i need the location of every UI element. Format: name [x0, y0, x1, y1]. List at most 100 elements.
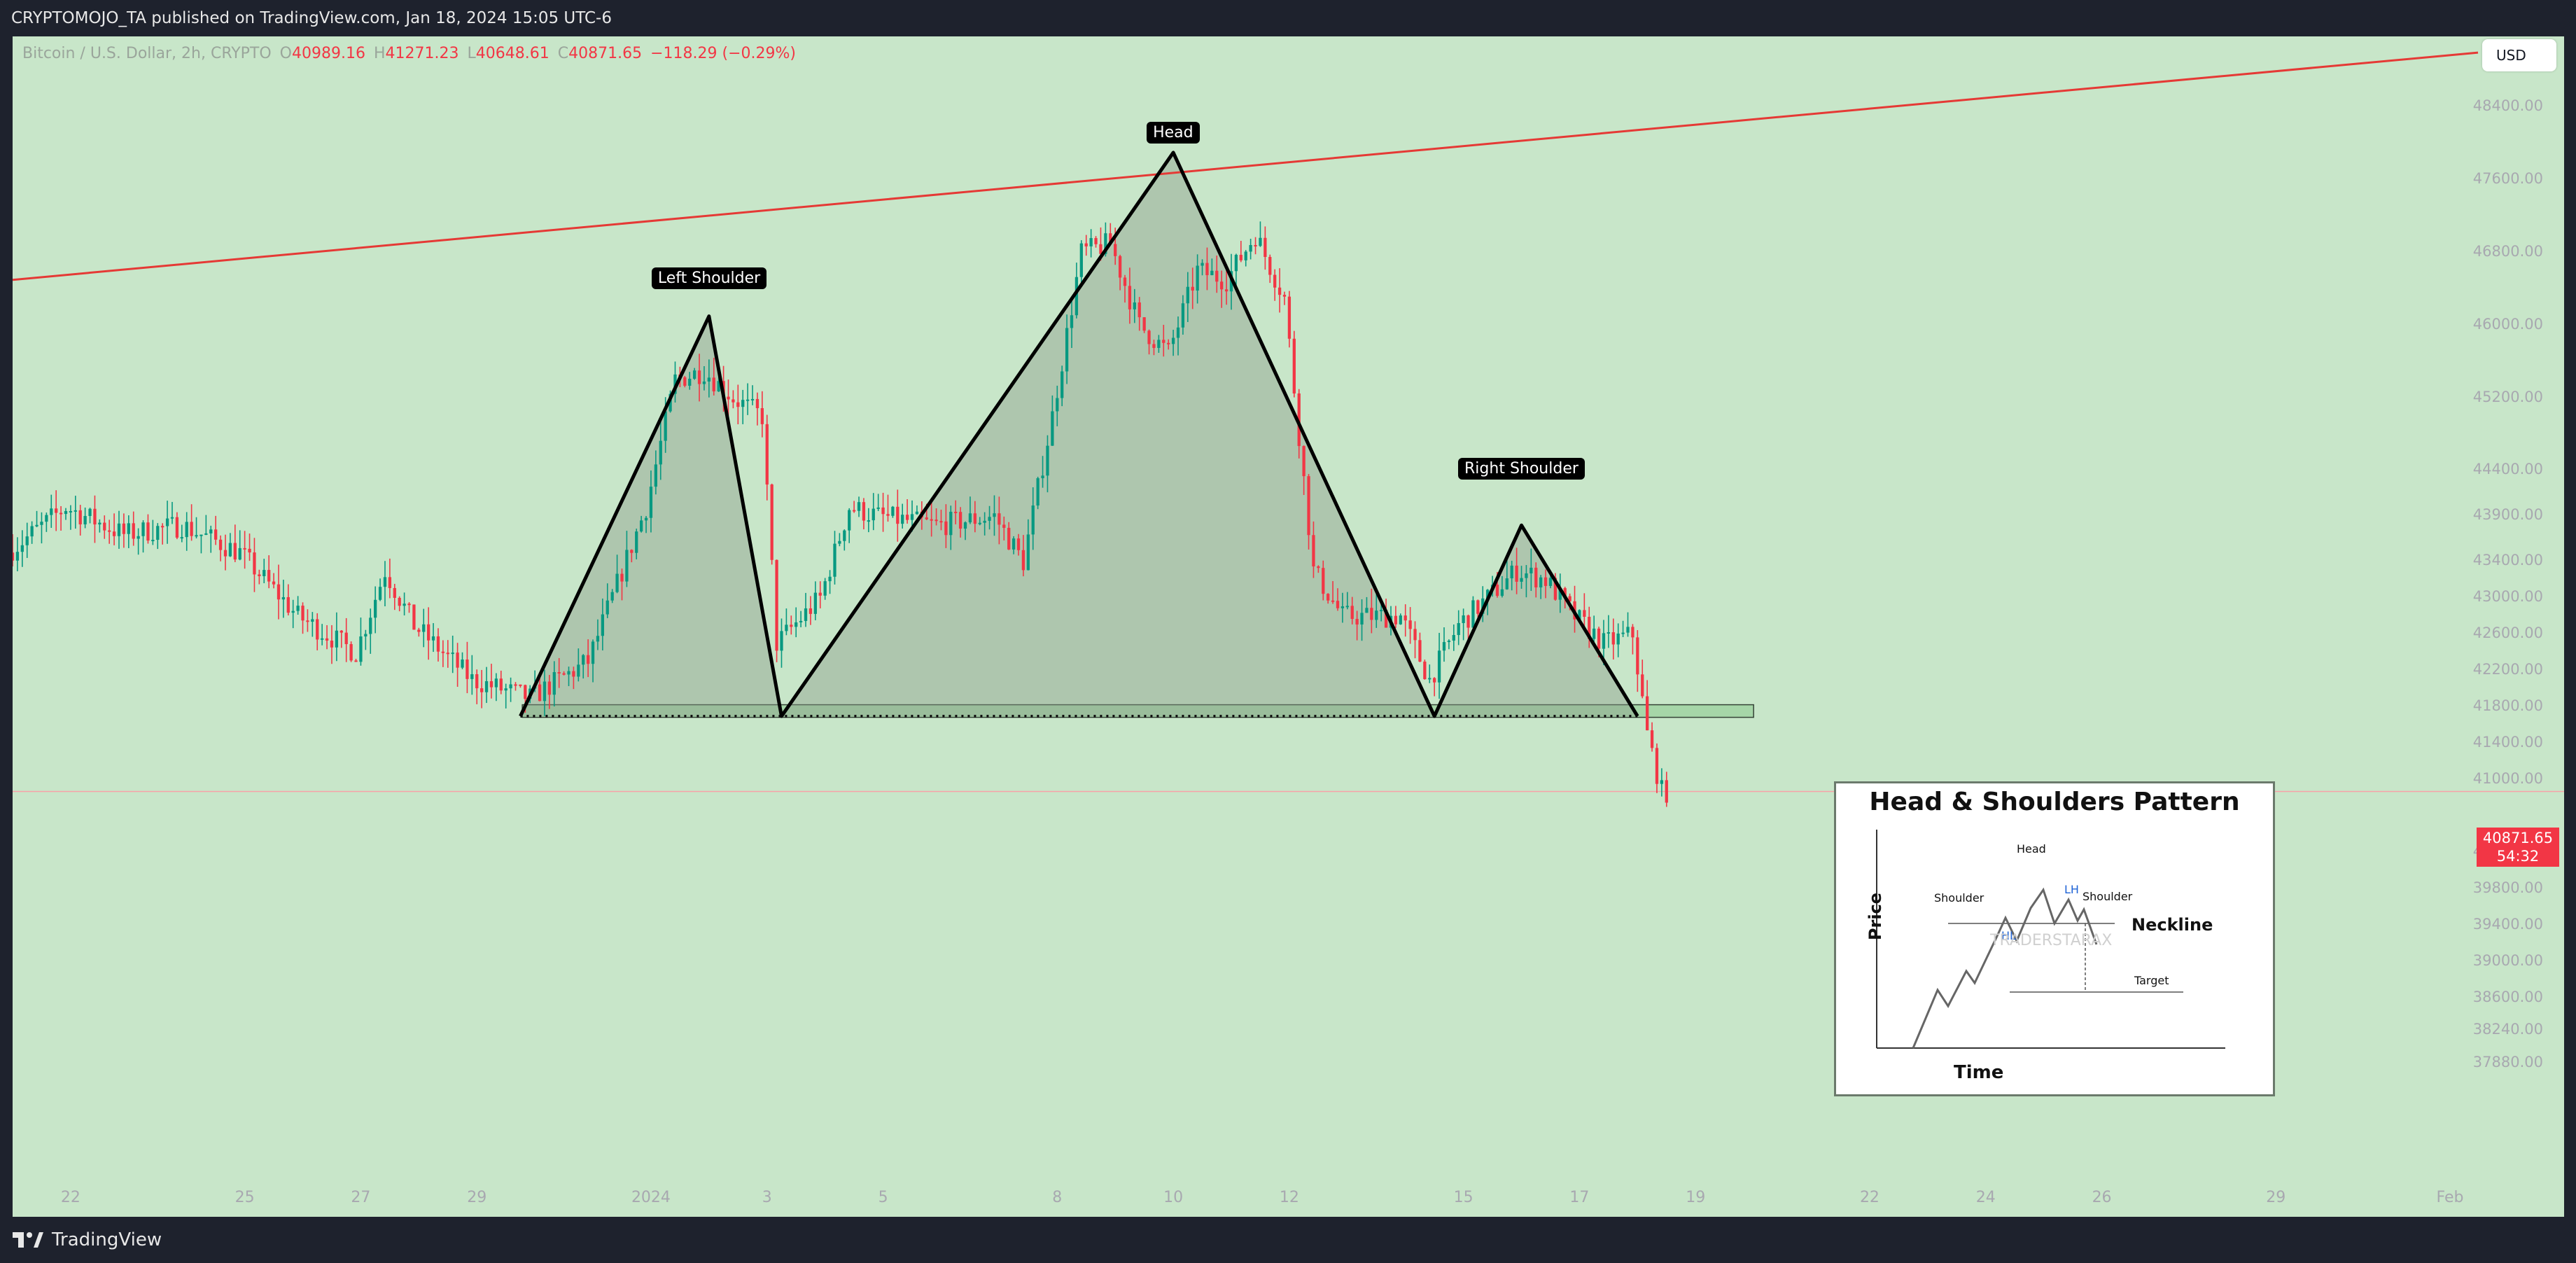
time-tick-label: 24: [1975, 1189, 1996, 1206]
candle-body: [1340, 606, 1345, 608]
candle-body: [461, 660, 464, 668]
price-tick-label: 46800.00: [2472, 242, 2543, 260]
price-tick-label: 43400.00: [2472, 552, 2543, 569]
candle-body: [1505, 578, 1508, 589]
candle-body: [591, 641, 595, 664]
candle-body: [431, 636, 435, 641]
price-tick-label: 38240.00: [2472, 1021, 2543, 1038]
candle-body: [1611, 632, 1615, 645]
candle-body: [1200, 263, 1204, 266]
candle-body: [1302, 446, 1306, 477]
candle-body: [50, 508, 53, 515]
candle-body: [577, 664, 580, 677]
candle-body: [586, 655, 590, 664]
candle-body: [1162, 340, 1166, 343]
candle-body: [103, 522, 106, 531]
candle-body: [286, 596, 290, 613]
price-tick-label: 39800.00: [2472, 879, 2543, 896]
candle-body: [886, 514, 890, 516]
candle-body: [281, 596, 286, 600]
candle-body: [451, 653, 454, 655]
candle-body: [973, 513, 976, 524]
candle-body: [1036, 478, 1040, 506]
candle-body: [1433, 678, 1436, 683]
currency-button[interactable]: USD: [2482, 39, 2556, 71]
candle-body: [683, 377, 687, 386]
candle-body: [736, 402, 740, 407]
candle-body: [344, 632, 348, 645]
candle-body: [69, 510, 73, 512]
candle-body: [374, 599, 377, 618]
candle-body: [1176, 327, 1180, 338]
candle-body: [359, 636, 363, 662]
candle-body: [306, 620, 309, 622]
legend-high-label: H: [373, 45, 386, 62]
candle-body: [1563, 588, 1567, 596]
candle-body: [364, 634, 368, 637]
candle-body: [1244, 251, 1247, 260]
candle-body: [562, 673, 566, 675]
candle-body: [316, 619, 319, 640]
candle-body: [1065, 328, 1069, 372]
candle-body: [40, 522, 43, 525]
candle-body: [1317, 566, 1320, 568]
inset-neckline-label: Neckline: [2132, 915, 2213, 935]
candle-body: [1118, 256, 1122, 278]
candle-body: [64, 510, 68, 515]
candle-body: [402, 603, 406, 606]
candle-body: [15, 552, 20, 561]
candle-body: [1360, 613, 1364, 625]
legend-open-value: 40989.16: [291, 45, 365, 62]
inset-target-label: Target: [2134, 974, 2169, 987]
candle-body: [441, 651, 445, 653]
candle-body: [1084, 243, 1088, 246]
candle-body: [644, 517, 648, 521]
inset-watermark: TRADERSTARAX: [1990, 932, 2113, 949]
price-chart[interactable]: [13, 36, 2564, 1217]
candle-body: [1181, 303, 1185, 328]
candle-body: [1326, 594, 1330, 601]
candle-body: [209, 529, 213, 533]
candle-body: [1268, 257, 1272, 275]
candle-body: [475, 674, 479, 689]
candle-body: [808, 608, 813, 614]
candle-body: [1636, 637, 1639, 675]
time-tick-label: 5: [878, 1189, 888, 1206]
candle-body: [717, 381, 720, 392]
candle-body: [200, 534, 203, 536]
candle-body: [74, 510, 77, 512]
inset-diagram: [1876, 830, 2225, 1049]
candle-body: [668, 393, 672, 412]
legend-change: −118.29 (−0.29%): [650, 45, 797, 62]
chart-area[interactable]: Bitcoin / U.S. Dollar, 2h, CRYPTO O40989.…: [13, 36, 2564, 1217]
tradingview-brand[interactable]: TradingView: [13, 1228, 162, 1252]
candle-body: [702, 381, 706, 384]
candle-body: [78, 510, 82, 524]
candle-body: [1021, 550, 1026, 571]
candle-body: [1500, 589, 1504, 596]
candle-body: [732, 399, 735, 403]
candle-body: [610, 592, 614, 601]
price-tick-label: 39400.00: [2472, 915, 2543, 933]
candle-body: [1336, 601, 1340, 608]
candle-body: [1544, 577, 1548, 586]
candle-body: [1016, 538, 1021, 550]
candle-body: [635, 531, 638, 553]
time-tick-label: 8: [1052, 1189, 1063, 1206]
candle-body: [1394, 615, 1398, 624]
time-tick-label: 12: [1279, 1189, 1299, 1206]
candle-body: [1056, 398, 1059, 412]
candle-body: [949, 511, 953, 536]
price-tick-label: 42600.00: [2472, 624, 2543, 642]
candle-body: [1026, 534, 1030, 571]
candle-body: [1051, 411, 1054, 446]
candle-body: [272, 581, 276, 585]
candle-body: [25, 536, 29, 545]
price-tick-label: 41400.00: [2472, 733, 2543, 751]
price-tick-label: 48400.00: [2472, 97, 2543, 114]
candle-body: [427, 624, 430, 641]
candle-body: [1602, 633, 1606, 649]
last-price-tag: 40871.65 54:32: [2477, 828, 2559, 867]
candle-body: [35, 524, 38, 526]
pattern-reference-inset: Head & Shoulders Pattern Price Time Head…: [1834, 781, 2275, 1096]
